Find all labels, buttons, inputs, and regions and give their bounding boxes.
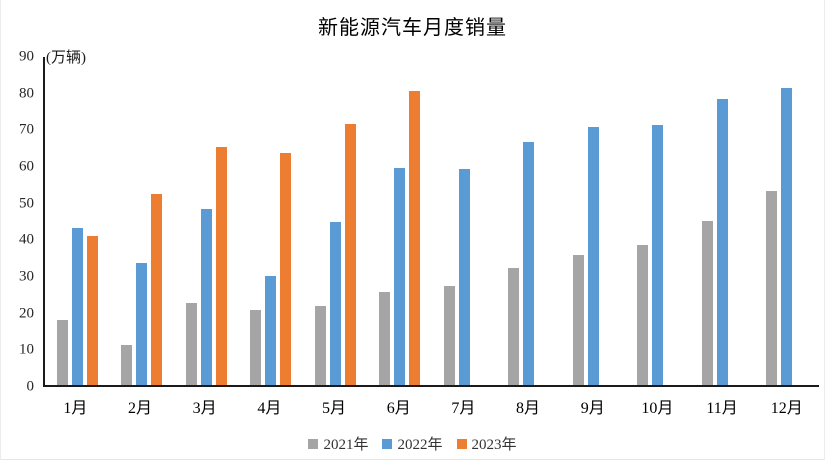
y-axis-unit-label: (万辆) [46, 50, 86, 66]
x-axis-label: 10月 [641, 400, 674, 417]
legend-label: 2021年 [323, 437, 369, 453]
bar-group-11月 [690, 57, 755, 385]
bar-2021年-3月 [185, 302, 197, 385]
x-axis: 1月 2月 3月 4月 5月 6月 7月 8月 9月 10月 11月 12月 [43, 394, 819, 418]
y-axis: 0 10 20 30 40 50 60 70 80 90 [1, 49, 34, 394]
legend-label: 2023年 [471, 437, 517, 453]
bar-2023年-3月 [215, 147, 227, 385]
bar-2022年-11月 [716, 98, 728, 385]
bar-group-9月 [561, 57, 626, 385]
bar-2021年-6月 [379, 291, 391, 385]
y-tick-label: 50 [19, 195, 34, 212]
bar-2022年-8月 [523, 142, 535, 385]
bar-2022年-12月 [781, 88, 793, 385]
legend-label: 2022年 [397, 437, 443, 453]
plot-area [43, 57, 819, 387]
bar-group-5月 [303, 57, 368, 385]
legend-item-2023年: 2023年 [456, 433, 517, 454]
bar-group-6月 [368, 57, 433, 385]
chart-title: 新能源汽车月度销量 [318, 17, 507, 39]
legend-swatch-icon [308, 438, 319, 449]
bar-2021年-7月 [443, 286, 455, 385]
bar-2021年-8月 [508, 268, 520, 385]
bar-2022年-4月 [265, 276, 277, 385]
bar-group-4月 [239, 57, 304, 385]
bar-2021年-4月 [250, 309, 262, 385]
legend-swatch-icon [382, 438, 393, 449]
legend-item-2022年: 2022年 [382, 433, 443, 454]
bar-2021年-10月 [637, 245, 649, 385]
y-tick-label: 0 [26, 378, 35, 395]
y-tick-label: 40 [19, 231, 34, 248]
bar-2021年-12月 [766, 191, 778, 385]
x-axis-label: 8月 [516, 400, 541, 417]
bar-group-2月 [110, 57, 175, 385]
x-axis-label: 3月 [192, 400, 217, 417]
legend-swatch-icon [456, 438, 467, 449]
x-axis-label: 9月 [580, 400, 605, 417]
bar-2022年-5月 [329, 222, 341, 385]
y-tick-label: 60 [19, 158, 34, 175]
bar-2023年-6月 [409, 91, 421, 385]
bar-group-8月 [497, 57, 562, 385]
y-tick-label: 20 [19, 305, 34, 322]
bar-group-7月 [432, 57, 497, 385]
bar-2023年-5月 [344, 123, 356, 385]
bar-2021年-9月 [572, 254, 584, 385]
legend: 2021年 2022年 2023年 [1, 433, 824, 454]
bar-2022年-2月 [136, 263, 148, 385]
bar-group-10月 [626, 57, 691, 385]
bar-2021年-5月 [314, 305, 326, 385]
bar-2022年-3月 [200, 208, 212, 385]
bar-2021年-11月 [701, 221, 713, 385]
bar-2023年-2月 [151, 193, 163, 385]
bar-2022年-1月 [71, 227, 83, 385]
x-axis-label: 7月 [451, 400, 476, 417]
x-axis-label: 5月 [322, 400, 347, 417]
y-tick-label: 80 [19, 85, 34, 102]
bar-2021年-1月 [56, 319, 68, 385]
x-axis-label: 11月 [706, 400, 738, 417]
y-tick-label: 90 [19, 48, 34, 65]
y-tick-label: 30 [19, 268, 34, 285]
x-axis-label: 4月 [257, 400, 282, 417]
x-axis-label: 1月 [63, 400, 88, 417]
y-tick-label: 70 [19, 121, 34, 138]
bar-2022年-7月 [458, 168, 470, 385]
x-axis-label: 2月 [128, 400, 153, 417]
bar-2021年-2月 [121, 344, 133, 385]
bar-group-12月 [755, 57, 820, 385]
bar-2022年-10月 [652, 124, 664, 385]
legend-item-2021年: 2021年 [308, 433, 368, 454]
bar-group-3月 [174, 57, 239, 385]
x-axis-label: 6月 [386, 400, 411, 417]
y-tick-label: 10 [19, 341, 34, 358]
bar-2023年-1月 [86, 236, 98, 385]
bar-2022年-9月 [587, 126, 599, 385]
bar-2022年-6月 [394, 167, 406, 385]
bar-group-1月 [45, 57, 110, 385]
x-axis-label: 12月 [770, 400, 803, 417]
bar-2023年-4月 [280, 153, 292, 385]
